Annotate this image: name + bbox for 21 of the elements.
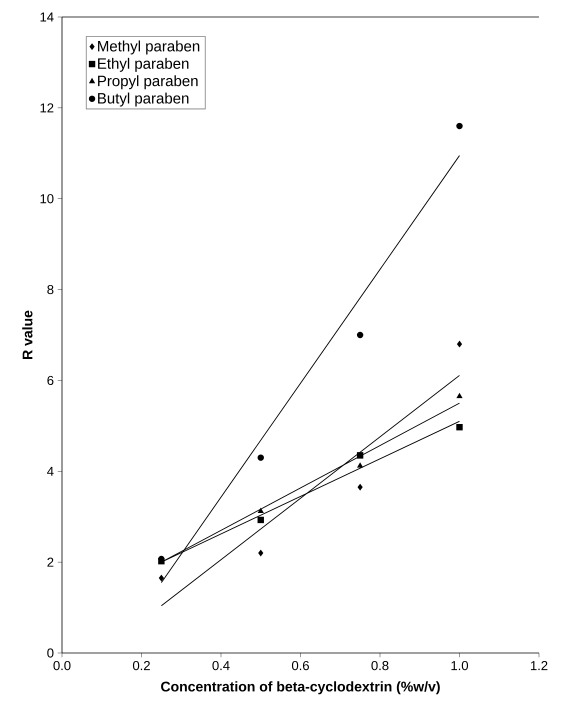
- x-tick-label: 0.0: [53, 660, 71, 670]
- y-tick-label: 6: [47, 376, 54, 386]
- y-tick-label: 0: [47, 648, 54, 658]
- y-tick-label: 8: [47, 284, 54, 294]
- y-axis-title: R value: [22, 310, 32, 359]
- x-axis-title: Concentration of beta-cyclodextrin (%w/v): [161, 681, 440, 694]
- y-tick-label: 4: [47, 466, 54, 476]
- legend-label: Butyl paraben: [98, 92, 188, 107]
- x-tick-label: 0.8: [371, 660, 388, 670]
- y-tick-label: 14: [40, 12, 54, 22]
- x-tick-label: 1.2: [530, 660, 548, 670]
- x-tick-label: 0.4: [212, 660, 230, 670]
- y-tick-label: 10: [40, 194, 54, 204]
- legend-label: Ethyl paraben: [98, 58, 188, 72]
- y-tick-label: 12: [40, 103, 54, 112]
- legend-label: Propyl paraben: [98, 75, 198, 90]
- x-tick-label: 0.6: [292, 660, 309, 670]
- x-tick-label: 1.0: [451, 660, 468, 670]
- y-tick-label: 2: [47, 558, 54, 567]
- legend-label: Methyl paraben: [98, 40, 200, 54]
- x-tick-label: 0.2: [132, 660, 150, 670]
